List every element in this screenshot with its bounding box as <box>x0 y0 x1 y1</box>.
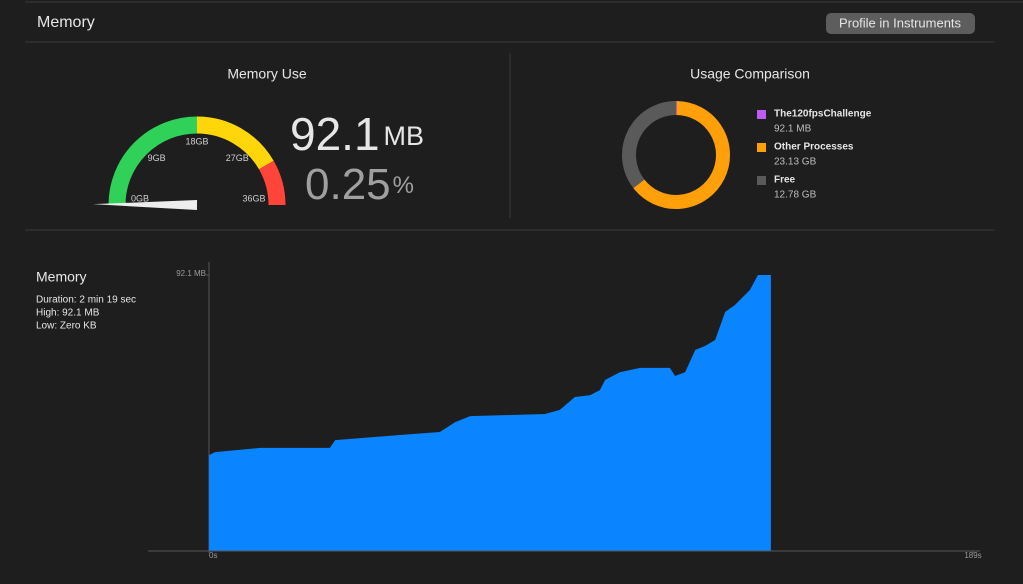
memory-number: 92.1 <box>290 108 380 160</box>
gauge-title: Memory Use <box>227 66 307 82</box>
legend-value: 92.1 MB <box>774 124 812 135</box>
gauge-tick-label: 9GB <box>148 153 166 163</box>
legend-name: The120fpsChallenge <box>774 109 872 120</box>
section-title: Memory <box>37 14 95 31</box>
stat: High: 92.1 MB <box>36 308 100 319</box>
gauge-tick-label: 27GB <box>226 153 249 163</box>
memory-unit: MB <box>384 121 425 151</box>
stat: Low: Zero KB <box>36 321 97 332</box>
stat: Duration: 2 min 19 sec <box>36 295 136 306</box>
gauge-tick-label: 36GB <box>242 193 265 203</box>
gauge-tick-label: 0GB <box>131 193 149 203</box>
profile-button-label[interactable]: Profile in Instruments <box>839 15 962 30</box>
legend-swatch <box>757 110 766 119</box>
y-tick-label: 92.1 MB <box>176 269 206 278</box>
usage-title: Usage Comparison <box>690 66 810 82</box>
donut-segment <box>633 101 730 209</box>
donut-segment <box>622 101 677 189</box>
legend-name: Free <box>774 175 796 186</box>
percent-number: 0.25 <box>305 160 391 209</box>
gauge-zone <box>258 160 286 206</box>
legend-value: 12.78 GB <box>774 190 817 201</box>
legend-swatch <box>757 143 766 152</box>
gauge-zone <box>108 116 198 206</box>
gauge-tick-label: 18GB <box>185 136 208 146</box>
x-tick-label: 189s <box>964 551 981 560</box>
percent-value: 0.25% <box>305 160 414 209</box>
legend-name: Other Processes <box>774 142 854 153</box>
memory-value: 92.1 MB <box>290 108 424 160</box>
x-tick-label: 0s <box>209 551 217 560</box>
gauge-needle <box>93 200 198 210</box>
legend-swatch <box>757 176 766 185</box>
memory-area <box>209 275 771 551</box>
legend-value: 23.13 GB <box>774 157 817 168</box>
gauge-zone <box>196 116 274 170</box>
profile-button[interactable] <box>826 13 975 34</box>
percent-unit: % <box>393 172 414 199</box>
chart-title: Memory <box>36 269 87 285</box>
